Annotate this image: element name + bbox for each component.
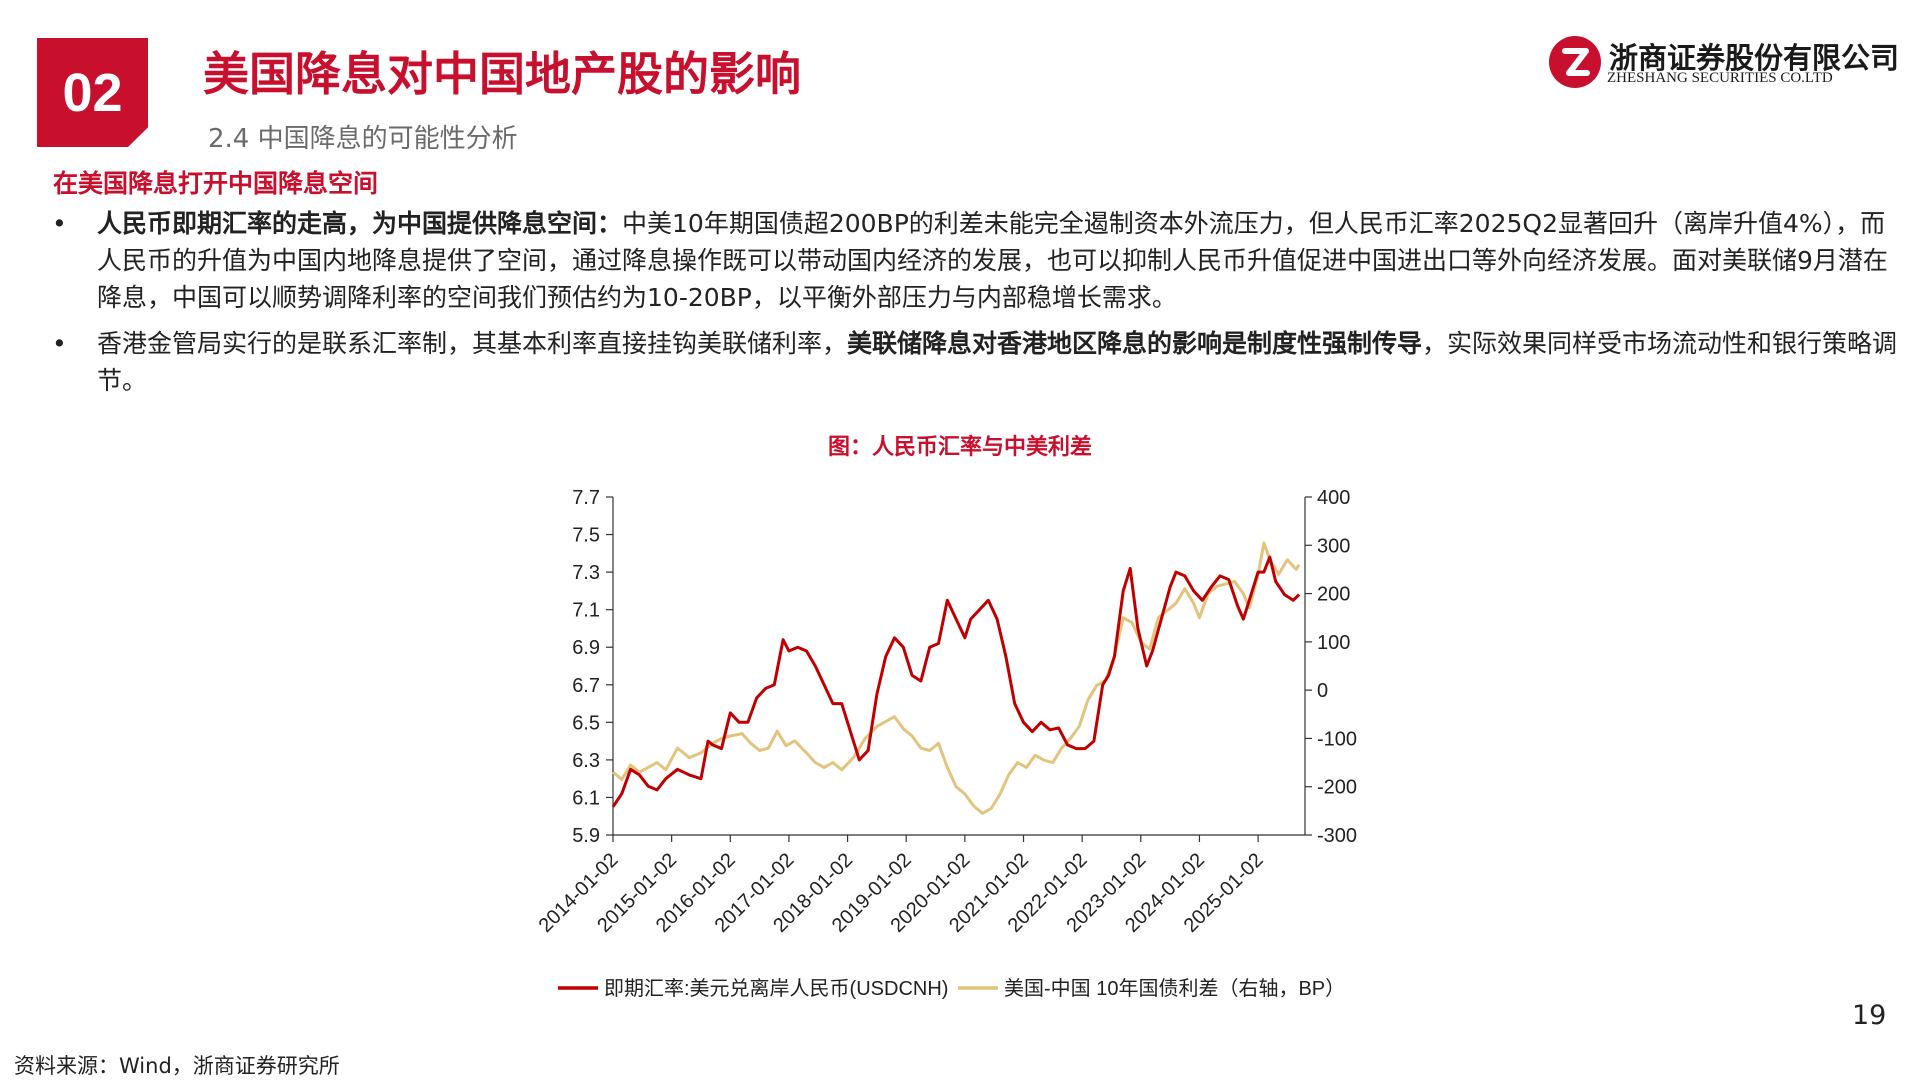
right-y-tick-label: 0: [1317, 680, 1328, 702]
bullet-2-bold-mid: 美联储降息对香港地区降息的影响是制度性强制传导: [847, 329, 1423, 358]
bullet-2-text-before: 香港金管局实行的是联系汇率制，其基本利率直接挂钩美联储利率，: [97, 329, 848, 358]
left-y-tick-label: 7.5: [572, 525, 600, 547]
right-y-tick-label: 100: [1317, 632, 1350, 654]
chart-title: 图：人民币汇率与中美利差: [827, 435, 1092, 460]
fx-rate-series-line: [611, 555, 1301, 808]
left-y-tick-label: 6.1: [572, 787, 600, 809]
section-number-badge: 02: [37, 38, 148, 147]
legend-fx-label: 即期汇率:美元兑离岸人民币(USDCNH): [604, 977, 948, 1000]
page-number: 19: [1852, 1000, 1887, 1031]
left-y-tick-label: 7.7: [572, 487, 600, 509]
left-y-tick-label: 6.7: [572, 675, 600, 697]
left-y-tick-label: 7.3: [572, 562, 600, 584]
right-y-tick-label: -300: [1317, 825, 1357, 847]
right-y-tick-label: -200: [1317, 777, 1357, 799]
left-y-tick-label: 6.5: [572, 712, 600, 734]
zheshang-logo-icon: [1549, 36, 1601, 88]
section-number: 02: [62, 62, 123, 123]
legend-spread-label: 美国-中国 10年国债利差（右轴，BP）: [1004, 977, 1345, 1000]
left-y-tick-label: 6.3: [572, 750, 600, 772]
company-logo: 浙商证券股份有限公司 ZHESHANG SECURITIES CO.LTD: [1547, 34, 1900, 90]
bullet-marker: •: [52, 329, 67, 358]
right-y-tick-label: 200: [1317, 584, 1350, 606]
bullet-marker: •: [52, 209, 67, 238]
right-y-tick-label: -100: [1317, 728, 1357, 750]
left-y-tick-label: 5.9: [572, 825, 600, 847]
company-name-cn: 浙商证券股份有限公司: [1609, 41, 1900, 75]
left-y-tick-label: 6.9: [572, 637, 600, 659]
yield-spread-series-line: [612, 541, 1301, 815]
section-heading: 在美国降息打开中国降息空间: [53, 169, 379, 198]
source-note: 资料来源：Wind，浙商证券研究所: [14, 1054, 340, 1078]
bullet-2-text-after: ，实际效果同样受市场流动性和银行策略调节。: [97, 329, 1898, 395]
left-y-tick-label: 7.1: [572, 600, 600, 622]
page-subtitle: 2.4 中国降息的可能性分析: [208, 124, 518, 154]
bullet-item-1: • 人民币即期汇率的走高，为中国提供降息空间：中美10年期国债超200BP的利差…: [52, 205, 1902, 316]
bullet-1-bold-lead: 人民币即期汇率的走高，为中国提供降息空间：: [97, 209, 623, 238]
bullet-item-2: • 香港金管局实行的是联系汇率制，其基本利率直接挂钩美联储利率，美联储降息对香港…: [52, 325, 1902, 399]
right-y-tick-label: 300: [1317, 535, 1350, 557]
right-y-tick-label: 400: [1317, 487, 1350, 509]
bullet-list: • 人民币即期汇率的走高，为中国提供降息空间：中美10年期国债超200BP的利差…: [52, 205, 1902, 408]
bullet-1-text: 中美10年期国债超200BP的利差未能完全遏制资本外流压力，但人民币汇率2025…: [97, 209, 1888, 312]
fx-spread-chart: 5.9 6.1 6.3 6.5 6.7 6.9 7.1 7.3 7.5 7.7 -300 -200 -1…: [535, 487, 1357, 1000]
page-title: 美国降息对中国地产股的影响: [203, 47, 801, 101]
company-name-en: ZHESHANG SECURITIES CO.LTD: [1607, 70, 1833, 86]
